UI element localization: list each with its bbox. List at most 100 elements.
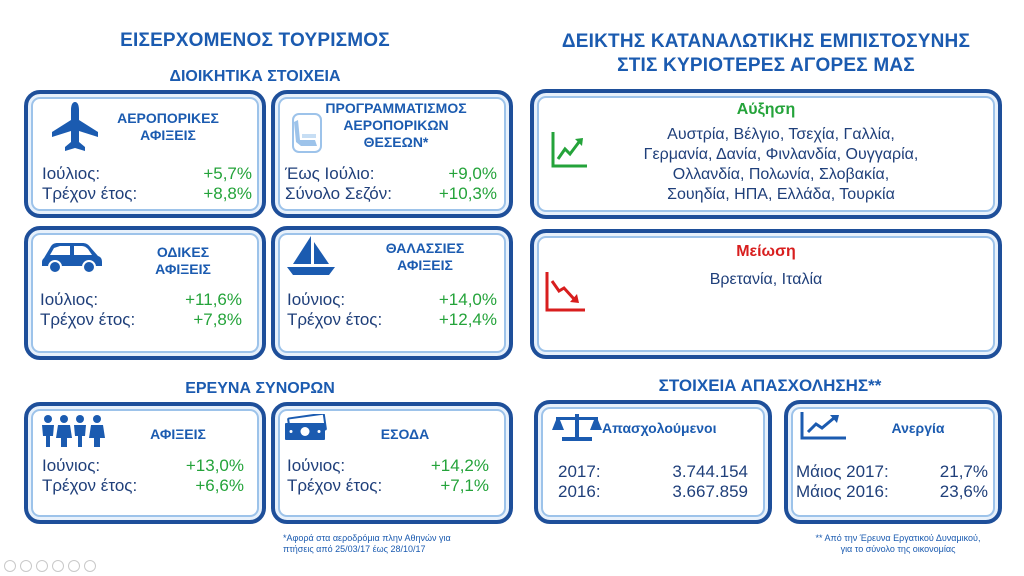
row-label: Τρέχον έτος: (287, 476, 383, 495)
unemployment-row-2017: Μάιος 2017: 21,7% (796, 462, 988, 482)
slide-sorter-button[interactable] (52, 560, 64, 572)
row-value: +5,7% (203, 164, 252, 183)
border-survey-subtitle: ΕΡΕΥΝΑ ΣΥΝΟΡΩΝ (185, 380, 335, 397)
flight-seats-title-line1: ΠΡΟΓΡΑΜΜΑΤΙΣΜΟΣ (325, 100, 467, 116)
row-value: 23,6% (939, 482, 988, 501)
road-arrivals-row-year: Τρέχον έτος: +7,8% (40, 310, 242, 330)
sailboat-icon (287, 236, 335, 275)
road-arrivals-title: ΟΔΙΚΕΣ ΑΦΙΞΕΙΣ (118, 244, 248, 278)
row-label: Τρέχον έτος: (287, 310, 383, 329)
row-value: +12,4% (438, 310, 497, 329)
row-label: Τρέχον έτος: (42, 184, 138, 203)
admin-data-subtitle: ΔΙΟΙΚΗΤΙΚΑ ΣΤΟΙΧΕΙΑ (169, 68, 341, 85)
row-value: +14,2% (430, 456, 489, 475)
row-value: +14,0% (438, 290, 497, 309)
banknote-icon (285, 414, 327, 440)
zoom-button[interactable] (68, 560, 80, 572)
row-value: +13,0% (185, 456, 244, 475)
previous-slide-button[interactable] (4, 560, 16, 572)
row-label: Έως Ιούλιο: (285, 164, 375, 183)
air-arrivals-title-line2: ΑΦΙΞΕΙΣ (140, 127, 196, 143)
right-footnote: ** Από την Έρευνα Εργατικού Δυναμικού, γ… (790, 533, 1006, 555)
row-value: +7,1% (440, 476, 489, 495)
sea-arrivals-title-line1: ΘΑΛΑΣΣΙΕΣ (385, 240, 465, 256)
flight-seats-title-line2: ΑΕΡΟΠΟΡΙΚΩΝ (343, 117, 449, 133)
flight-seats-row-season: Σύνολο Σεζόν: +10,3% (285, 184, 497, 204)
unemployment-card: Ανεργία Μάιος 2017: 21,7% Μάιος 2016: 23… (784, 400, 1002, 524)
right-footnote-line1: ** Από την Έρευνα Εργατικού Δυναμικού, (815, 533, 981, 543)
unemployment-title: Ανεργία (891, 420, 945, 436)
sea-arrivals-title: ΘΑΛΑΣΣΙΕΣ ΑΦΙΞΕΙΣ (355, 240, 495, 274)
row-value: +11,6% (185, 290, 242, 309)
employed-title: Απασχολούμενοι (602, 420, 717, 436)
employed-row-2017: 2017: 3.744.154 (558, 462, 748, 482)
row-value: 21,7% (939, 462, 988, 481)
row-value: +9,0% (448, 164, 497, 183)
row-label: Ιούνιος: (287, 456, 346, 475)
next-slide-button[interactable] (20, 560, 32, 572)
increase-countries-line1: Αυστρία, Βέλγιο, Τσεχία, Γαλλία, (667, 126, 895, 143)
increase-countries-line3: Ολλανδία, Πολωνία, Σλοβακία, (672, 166, 890, 183)
more-options-button[interactable] (84, 560, 96, 572)
left-footnote: *Αφορά στα αεροδρόμια πλην Αθηνών για πτ… (283, 533, 513, 555)
decrease-title: Μείωση (736, 243, 796, 260)
increase-card: Αύξηση Αυστρία, Βέλγιο, Τσεχία, Γαλλία, … (530, 89, 1002, 219)
survey-revenue-title: ΕΣΟΔΑ (380, 426, 430, 442)
row-value: +6,6% (195, 476, 244, 495)
row-value: 3.667.859 (672, 482, 748, 501)
road-arrivals-title-line2: ΑΦΙΞΕΙΣ (155, 261, 211, 277)
left-footnote-line1: *Αφορά στα αεροδρόμια πλην Αθηνών για (283, 533, 451, 543)
row-label: 2016: (558, 482, 601, 501)
increase-countries-line2: Γερμανία, Δανία, Φινλανδία, Ουγγαρία, (643, 146, 919, 163)
sea-arrivals-row-year: Τρέχον έτος: +12,4% (287, 310, 497, 330)
unemployment-row-2016: Μάιος 2016: 23,6% (796, 482, 988, 502)
sea-arrivals-card: ΘΑΛΑΣΣΙΕΣ ΑΦΙΞΕΙΣ Ιούνιος: +14,0% Τρέχον… (271, 226, 513, 360)
road-arrivals-row-july: Ιούλιος: +11,6% (40, 290, 242, 310)
flight-seats-row-july: Έως Ιούλιο: +9,0% (285, 164, 497, 184)
row-label: Μάιος 2016: (796, 482, 889, 501)
decrease-card: Μείωση Βρετανία, Ιταλία (530, 229, 1002, 359)
decrease-countries: Βρετανία, Ιταλία (709, 271, 823, 288)
row-label: Τρέχον έτος: (40, 310, 136, 329)
road-arrivals-title-line1: ΟΔΙΚΕΣ (156, 244, 210, 260)
employed-card: Απασχολούμενοι 2017: 3.744.154 2016: 3.6… (534, 400, 772, 524)
survey-revenue-row-june: Ιούνιος: +14,2% (287, 456, 489, 476)
air-arrivals-title: ΑΕΡΟΠΟΡΙΚΕΣ ΑΦΙΞΕΙΣ (108, 110, 228, 144)
row-value: 3.744.154 (672, 462, 748, 481)
trend-down-icon (545, 272, 585, 312)
air-arrivals-card: ΑΕΡΟΠΟΡΙΚΕΣ ΑΦΙΞΕΙΣ Ιούλιος: +5,7% Τρέχο… (24, 90, 266, 218)
left-footnote-line2: πτήσεις από 25/03/17 έως 28/10/17 (283, 544, 426, 554)
unemployment-chart-icon (800, 412, 846, 440)
row-label: Τρέχον έτος: (42, 476, 138, 495)
air-arrivals-title-line1: ΑΕΡΟΠΟΡΙΚΕΣ (117, 110, 219, 126)
increase-countries: Αυστρία, Βέλγιο, Τσεχία, Γαλλία, Γερμανί… (584, 125, 978, 205)
balance-scale-icon (552, 414, 602, 441)
sea-arrivals-row-june: Ιούνιος: +14,0% (287, 290, 497, 310)
row-label: Ιούλιος: (42, 164, 101, 183)
survey-arrivals-title: ΑΦΙΞΕΙΣ (150, 426, 206, 442)
employment-data-title: ΣΤΟΙΧΕΙΑ ΑΠΑΣΧΟΛΗΣΗΣ** (658, 376, 882, 395)
inbound-tourism-title: ΕΙΣΕΡΧΟΜΕΝΟΣ ΤΟΥΡΙΣΜΟΣ (120, 30, 390, 51)
row-value: +8,8% (203, 184, 252, 203)
survey-revenue-row-year: Τρέχον έτος: +7,1% (287, 476, 489, 496)
row-label: 2017: (558, 462, 601, 481)
right-footnote-line2: για το σύνολο της οικονομίας (840, 544, 956, 554)
road-arrivals-card: ΟΔΙΚΕΣ ΑΦΙΞΕΙΣ Ιούλιος: +11,6% Τρέχον έτ… (24, 226, 266, 360)
flight-seats-title-line3: ΘΕΣΕΩΝ* (363, 134, 429, 150)
row-label: Ιούνιος: (42, 456, 101, 475)
air-arrivals-row-year: Τρέχον έτος: +8,8% (42, 184, 252, 204)
consumer-confidence-title: ΔΕΙΚΤΗΣ ΚΑΤΑΝΑΛΩΤΙΚΗΣ ΕΜΠΙΣΤΟΣΥΝΗΣ ΣΤΙΣ … (526, 30, 1006, 78)
survey-revenue-card: ΕΣΟΔΑ Ιούνιος: +14,2% Τρέχον έτος: +7,1% (271, 402, 513, 524)
consumer-confidence-title-line2: ΣΤΙΣ ΚΥΡΙΟΤΕΡΕΣ ΑΓΟΡΕΣ ΜΑΣ (617, 55, 915, 76)
employed-row-2016: 2016: 3.667.859 (558, 482, 748, 502)
airplane-icon (52, 102, 98, 151)
flight-seats-title: ΠΡΟΓΡΑΜΜΑΤΙΣΜΟΣ ΑΕΡΟΠΟΡΙΚΩΝ ΘΕΣΕΩΝ* (321, 100, 471, 151)
row-label: Ιούλιος: (40, 290, 99, 309)
survey-arrivals-row-year: Τρέχον έτος: +6,6% (42, 476, 244, 496)
people-icon (42, 415, 105, 447)
pen-tool-button[interactable] (36, 560, 48, 572)
row-value: +7,8% (193, 310, 242, 329)
sea-arrivals-title-line2: ΑΦΙΞΕΙΣ (397, 257, 453, 273)
air-arrivals-row-july: Ιούλιος: +5,7% (42, 164, 252, 184)
survey-arrivals-card: ΑΦΙΞΕΙΣ Ιούνιος: +13,0% Τρέχον έτος: +6,… (24, 402, 266, 524)
